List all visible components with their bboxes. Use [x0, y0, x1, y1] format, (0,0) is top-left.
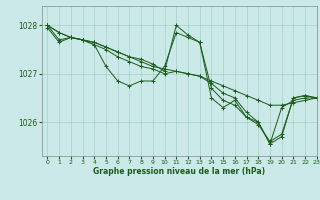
X-axis label: Graphe pression niveau de la mer (hPa): Graphe pression niveau de la mer (hPa)	[93, 167, 265, 176]
